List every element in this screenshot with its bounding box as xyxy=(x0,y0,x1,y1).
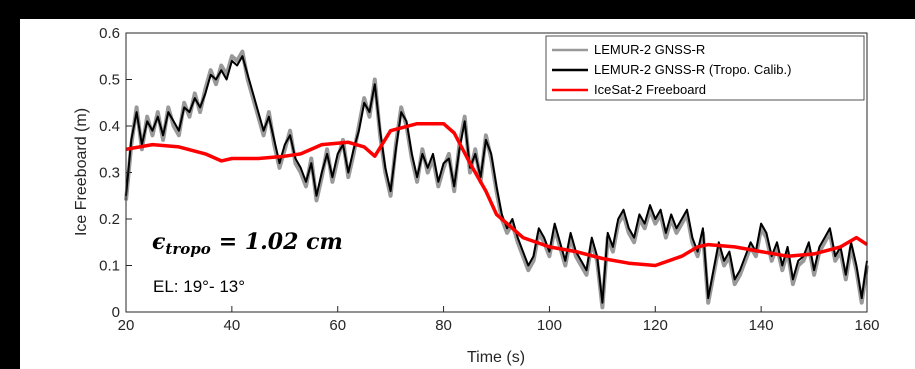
series-group xyxy=(124,49,869,310)
chart-svg: 20 40 60 80 100 120 140 160 0 0.1 0.2 0.3 0.4 0.5 0.6… xyxy=(73,25,880,366)
epsilon-value: = 1.02 cm xyxy=(219,229,343,255)
x-axis-label: Time (s) xyxy=(467,349,525,366)
y-tick-label: 0.5 xyxy=(99,72,120,89)
x-ticks: 20 40 60 80 100 120 140 160 xyxy=(118,306,880,334)
x-tick-label: 100 xyxy=(537,317,562,334)
series-line-2 xyxy=(125,121,868,268)
x-tick-label: 140 xyxy=(749,317,774,334)
x-tick-label: 120 xyxy=(643,317,668,334)
x-tick-label: 40 xyxy=(224,317,241,334)
y-tick-label: 0.4 xyxy=(99,118,120,135)
epsilon-subscript: tropo xyxy=(165,240,210,258)
epsilon-symbol: ϵ xyxy=(152,229,166,255)
x-tick-label: 160 xyxy=(854,317,879,334)
y-tick-label: 0.1 xyxy=(99,258,120,275)
legend-label-2: IceSat-2 Freeboard xyxy=(594,82,706,97)
y-tick-label: 0 xyxy=(112,304,120,321)
elevation-annotation: EL: 19°- 13° xyxy=(153,277,245,296)
y-axis-label: Ice Freeboard (m) xyxy=(73,108,90,236)
legend-label-0: LEMUR-2 GNSS-R xyxy=(594,42,705,57)
legend-box xyxy=(545,35,865,101)
x-tick-label: 60 xyxy=(329,317,346,334)
y-tick-label: 0.2 xyxy=(99,211,120,228)
y-tick-label: 0.6 xyxy=(99,25,120,42)
chart-panel: 20 40 60 80 100 120 140 160 0 0.1 0.2 0.3 0.4 0.5 0.6… xyxy=(20,19,915,369)
series-line-1 xyxy=(125,55,868,304)
y-ticks: 0 0.1 0.2 0.3 0.4 0.5 0.6 xyxy=(99,25,132,321)
legend: LEMUR-2 GNSS-R LEMUR-2 GNSS-R (Tropo. Ca… xyxy=(545,35,865,101)
y-tick-label: 0.3 xyxy=(99,165,120,182)
legend-label-1: LEMUR-2 GNSS-R (Tropo. Calib.) xyxy=(594,62,791,77)
x-tick-label: 80 xyxy=(435,317,452,334)
epsilon-annotation: ϵtropo = 1.02 cm xyxy=(152,229,343,258)
x-tick-label: 20 xyxy=(118,317,135,334)
